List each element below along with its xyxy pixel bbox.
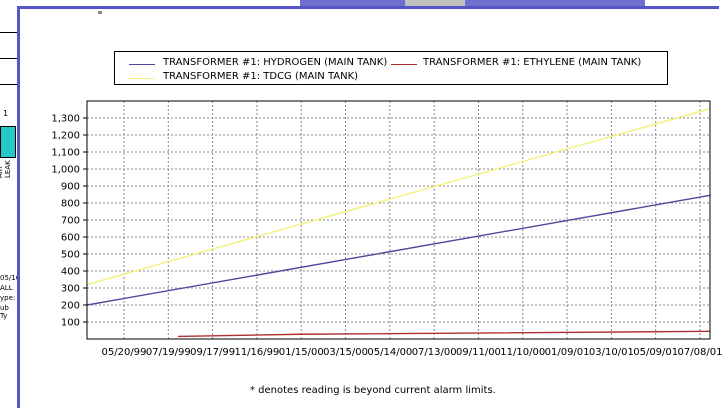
x-tick-label: 05/20/99 bbox=[102, 347, 147, 358]
chart-legend: TRANSFORMER #1: HYDROGEN (MAIN TANK) TRA… bbox=[114, 51, 668, 85]
y-tick-label: 300 bbox=[61, 284, 80, 295]
x-tick-label: 07/13/00 bbox=[412, 347, 457, 358]
x-tick-label: 09/11/00 bbox=[456, 347, 501, 358]
series-line-hydrogen bbox=[86, 194, 711, 306]
background-snippet: ALL bbox=[0, 284, 13, 292]
alarm-footnote: * denotes reading is beyond current alar… bbox=[250, 385, 496, 396]
chart-grid bbox=[87, 101, 710, 339]
background-titlebar-gap bbox=[405, 0, 465, 6]
legend-swatch-ethylene bbox=[391, 64, 417, 65]
chart-axes: 100 200 300 400 500 600 700 800 900 1,000 1,100 1,2… bbox=[51, 100, 722, 358]
y-tick-label: 1,000 bbox=[51, 165, 80, 176]
background-bar[interactable] bbox=[0, 126, 16, 158]
y-tick-label: 600 bbox=[61, 233, 80, 244]
legend-label-ethylene: TRANSFORMER #1: ETHYLENE (MAIN TANK) bbox=[423, 57, 642, 68]
x-tick-label: 07/08/01 bbox=[678, 347, 722, 358]
y-tick-label: 200 bbox=[61, 301, 80, 312]
x-tick-label: 01/09/01 bbox=[545, 347, 590, 358]
background-bar-value: 1 bbox=[3, 109, 9, 118]
y-tick-label: 800 bbox=[61, 199, 80, 210]
x-tick-label: 11/16/99 bbox=[234, 347, 279, 358]
chart-series bbox=[86, 107, 711, 338]
background-titlebar-right bbox=[465, 0, 645, 6]
x-tick-label: 01/15/00 bbox=[279, 347, 324, 358]
x-tick-label: 05/09/01 bbox=[633, 347, 678, 358]
background-snippet: ub Ty bbox=[0, 304, 9, 320]
x-tick-label: 07/19/99 bbox=[146, 347, 191, 358]
series-line-ethylene bbox=[177, 330, 711, 338]
legend-label-tdcg: TRANSFORMER #1: TDCG (MAIN TANK) bbox=[163, 71, 359, 82]
y-tick-label: 900 bbox=[61, 182, 80, 193]
x-tick-label: 09/17/99 bbox=[190, 347, 235, 358]
x-tick-label: 03/15/00 bbox=[323, 347, 368, 358]
background-snippet: ype: bbox=[0, 294, 16, 302]
x-tick-label: 05/14/00 bbox=[367, 347, 412, 358]
y-tick-label: 100 bbox=[61, 318, 80, 329]
background-titlebar bbox=[300, 0, 405, 6]
series-line-tdcg bbox=[86, 107, 711, 286]
background-divider bbox=[0, 58, 18, 59]
legend-swatch-hydrogen bbox=[129, 64, 155, 65]
legend-label-hydrogen: TRANSFORMER #1: HYDROGEN (MAIN TANK) bbox=[163, 57, 388, 68]
y-tick-label: 1,300 bbox=[51, 114, 80, 125]
window-marker bbox=[98, 11, 102, 14]
y-tick-label: 500 bbox=[61, 250, 80, 261]
y-tick-label: 400 bbox=[61, 267, 80, 278]
y-tick-label: 1,200 bbox=[51, 131, 80, 142]
x-tick-label: 11/10/00 bbox=[500, 347, 545, 358]
y-tick-label: 700 bbox=[61, 216, 80, 227]
background-snippet: 05/16/ bbox=[0, 274, 23, 282]
x-tick-label: 03/10/01 bbox=[589, 347, 634, 358]
background-divider bbox=[0, 32, 18, 33]
legend-swatch-tdcg bbox=[129, 78, 155, 79]
y-tick-label: 1,100 bbox=[51, 148, 80, 159]
background-divider bbox=[0, 84, 18, 85]
